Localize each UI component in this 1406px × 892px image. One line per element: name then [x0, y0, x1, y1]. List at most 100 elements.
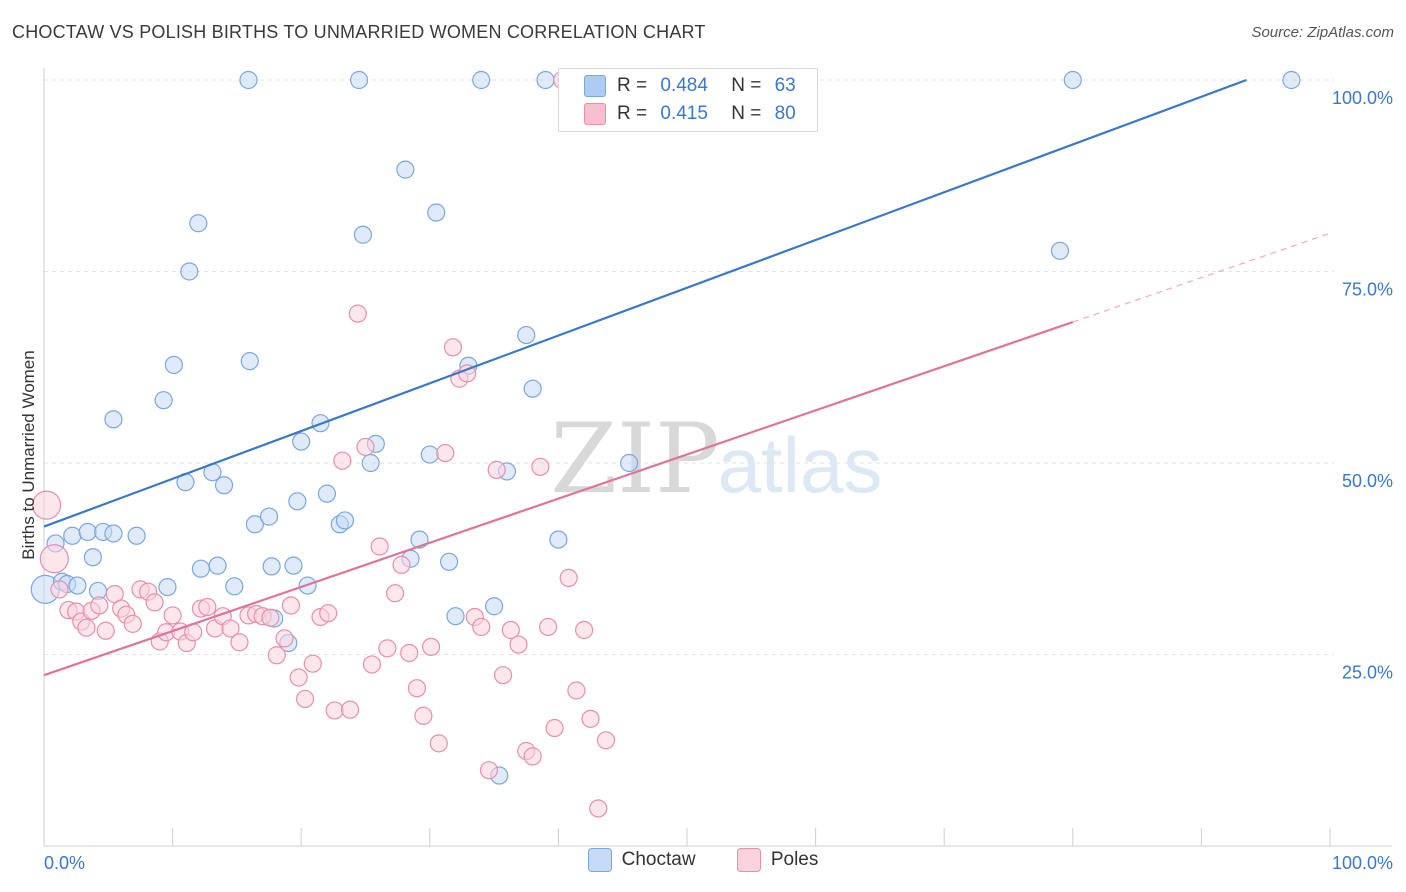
- poles-point: [289, 668, 308, 687]
- poles-point: [221, 619, 240, 638]
- poles-point: [385, 584, 405, 603]
- n-value-choctaw: 63: [774, 75, 796, 96]
- poles-point: [31, 490, 62, 520]
- poles-point: [275, 629, 294, 648]
- choctaw-point: [523, 379, 542, 398]
- choctaw-trend-line: [43, 78, 1247, 528]
- poles-point: [267, 646, 286, 665]
- choctaw-point: [245, 515, 265, 534]
- poles-point: [487, 460, 506, 479]
- y-tick-label: 50.0%: [1342, 471, 1393, 491]
- poles-swatch: [584, 103, 606, 125]
- poles-point: [325, 701, 344, 720]
- r-label: R =: [617, 75, 648, 96]
- choctaw-point: [78, 522, 97, 542]
- choctaw-point: [396, 160, 415, 179]
- poles-point: [39, 544, 69, 574]
- choctaw-point: [214, 476, 234, 495]
- choctaw-point: [1063, 70, 1082, 90]
- choctaw-point: [439, 552, 459, 571]
- poles-point: [145, 593, 164, 612]
- poles-point: [479, 761, 499, 780]
- y-axis-label: Births to Unmarried Women: [19, 350, 38, 559]
- choctaw-point: [154, 391, 173, 410]
- choctaw-point: [104, 524, 123, 543]
- poles-point: [230, 633, 249, 652]
- choctaw-point: [63, 526, 82, 545]
- y-tick-label: 100.0%: [1332, 88, 1393, 108]
- poles-point: [509, 635, 528, 654]
- poles-point: [50, 580, 69, 599]
- poles-point: [96, 621, 115, 640]
- choctaw-point: [164, 355, 183, 375]
- choctaw-point: [284, 556, 303, 575]
- poles-point: [163, 606, 182, 625]
- poles-point: [378, 639, 397, 658]
- choctaw-point: [427, 203, 446, 222]
- choctaw-point: [517, 325, 536, 345]
- poles-point: [90, 596, 109, 615]
- axes: [43, 68, 1392, 847]
- y-tick-label: 75.0%: [1342, 280, 1393, 300]
- choctaw-point: [349, 70, 369, 90]
- poles-point: [539, 617, 558, 637]
- tick-labels: 25.0% 50.0% 75.0% 100.0% 0.0% 100.0%: [44, 88, 1393, 873]
- legend-item-poles[interactable]: Poles: [736, 848, 819, 872]
- choctaw-point: [83, 548, 102, 567]
- poles-point: [414, 706, 433, 725]
- poles-point: [392, 555, 411, 574]
- poles-point: [531, 457, 550, 476]
- poles-point: [421, 637, 441, 656]
- poles-point: [295, 689, 315, 709]
- poles-trend-line: [43, 321, 1074, 677]
- y-tick-label: 25.0%: [1342, 663, 1393, 683]
- watermark-atlas: atlas: [718, 421, 883, 509]
- poles-point: [429, 734, 448, 753]
- poles-point: [545, 718, 564, 738]
- choctaw-point: [68, 576, 87, 595]
- choctaw-point: [180, 262, 199, 281]
- choctaw-point: [361, 453, 380, 473]
- poles-point: [303, 654, 322, 673]
- data-points: [30, 70, 1301, 818]
- choctaw-point: [189, 214, 208, 233]
- r-value-choctaw: 0.484: [660, 75, 708, 96]
- poles-point: [123, 614, 142, 633]
- poles-point: [407, 679, 427, 698]
- choctaw-point: [353, 225, 373, 244]
- choctaw-point: [485, 597, 504, 616]
- poles-point: [567, 681, 586, 700]
- gridlines: [44, 79, 1334, 655]
- choctaw-point: [240, 352, 259, 371]
- choctaw-point: [225, 577, 244, 596]
- poles-point: [340, 700, 360, 719]
- choctaw-point: [158, 577, 177, 597]
- poles-point: [559, 568, 578, 588]
- poles-point: [575, 620, 594, 640]
- n-label: N =: [731, 75, 762, 96]
- choctaw-point: [292, 432, 311, 451]
- x-tick-label: 0.0%: [44, 853, 85, 873]
- choctaw-point: [191, 559, 210, 578]
- choctaw-point: [335, 511, 355, 530]
- poles-point: [443, 338, 463, 357]
- stats-legend: R = 0.484 N = 63 R = 0.415 N = 80: [558, 68, 818, 132]
- choctaw-point: [1050, 241, 1070, 260]
- poles-point: [523, 747, 542, 766]
- n-label: N =: [731, 103, 762, 124]
- r-value-poles: 0.415: [660, 103, 708, 124]
- poles-trend-extension: [1072, 232, 1331, 323]
- legend-label-poles: Poles: [770, 849, 819, 870]
- choctaw-point: [549, 530, 568, 549]
- poles-point: [77, 618, 96, 637]
- poles-point: [333, 451, 352, 470]
- poles-point: [356, 437, 375, 457]
- n-value-poles: 80: [774, 103, 796, 124]
- legend-item-choctaw[interactable]: Choctaw: [587, 848, 696, 872]
- poles-point: [436, 443, 455, 463]
- choctaw-point: [259, 507, 279, 526]
- poles-point: [281, 596, 301, 615]
- poles-point: [589, 799, 608, 818]
- choctaw-point: [446, 607, 465, 626]
